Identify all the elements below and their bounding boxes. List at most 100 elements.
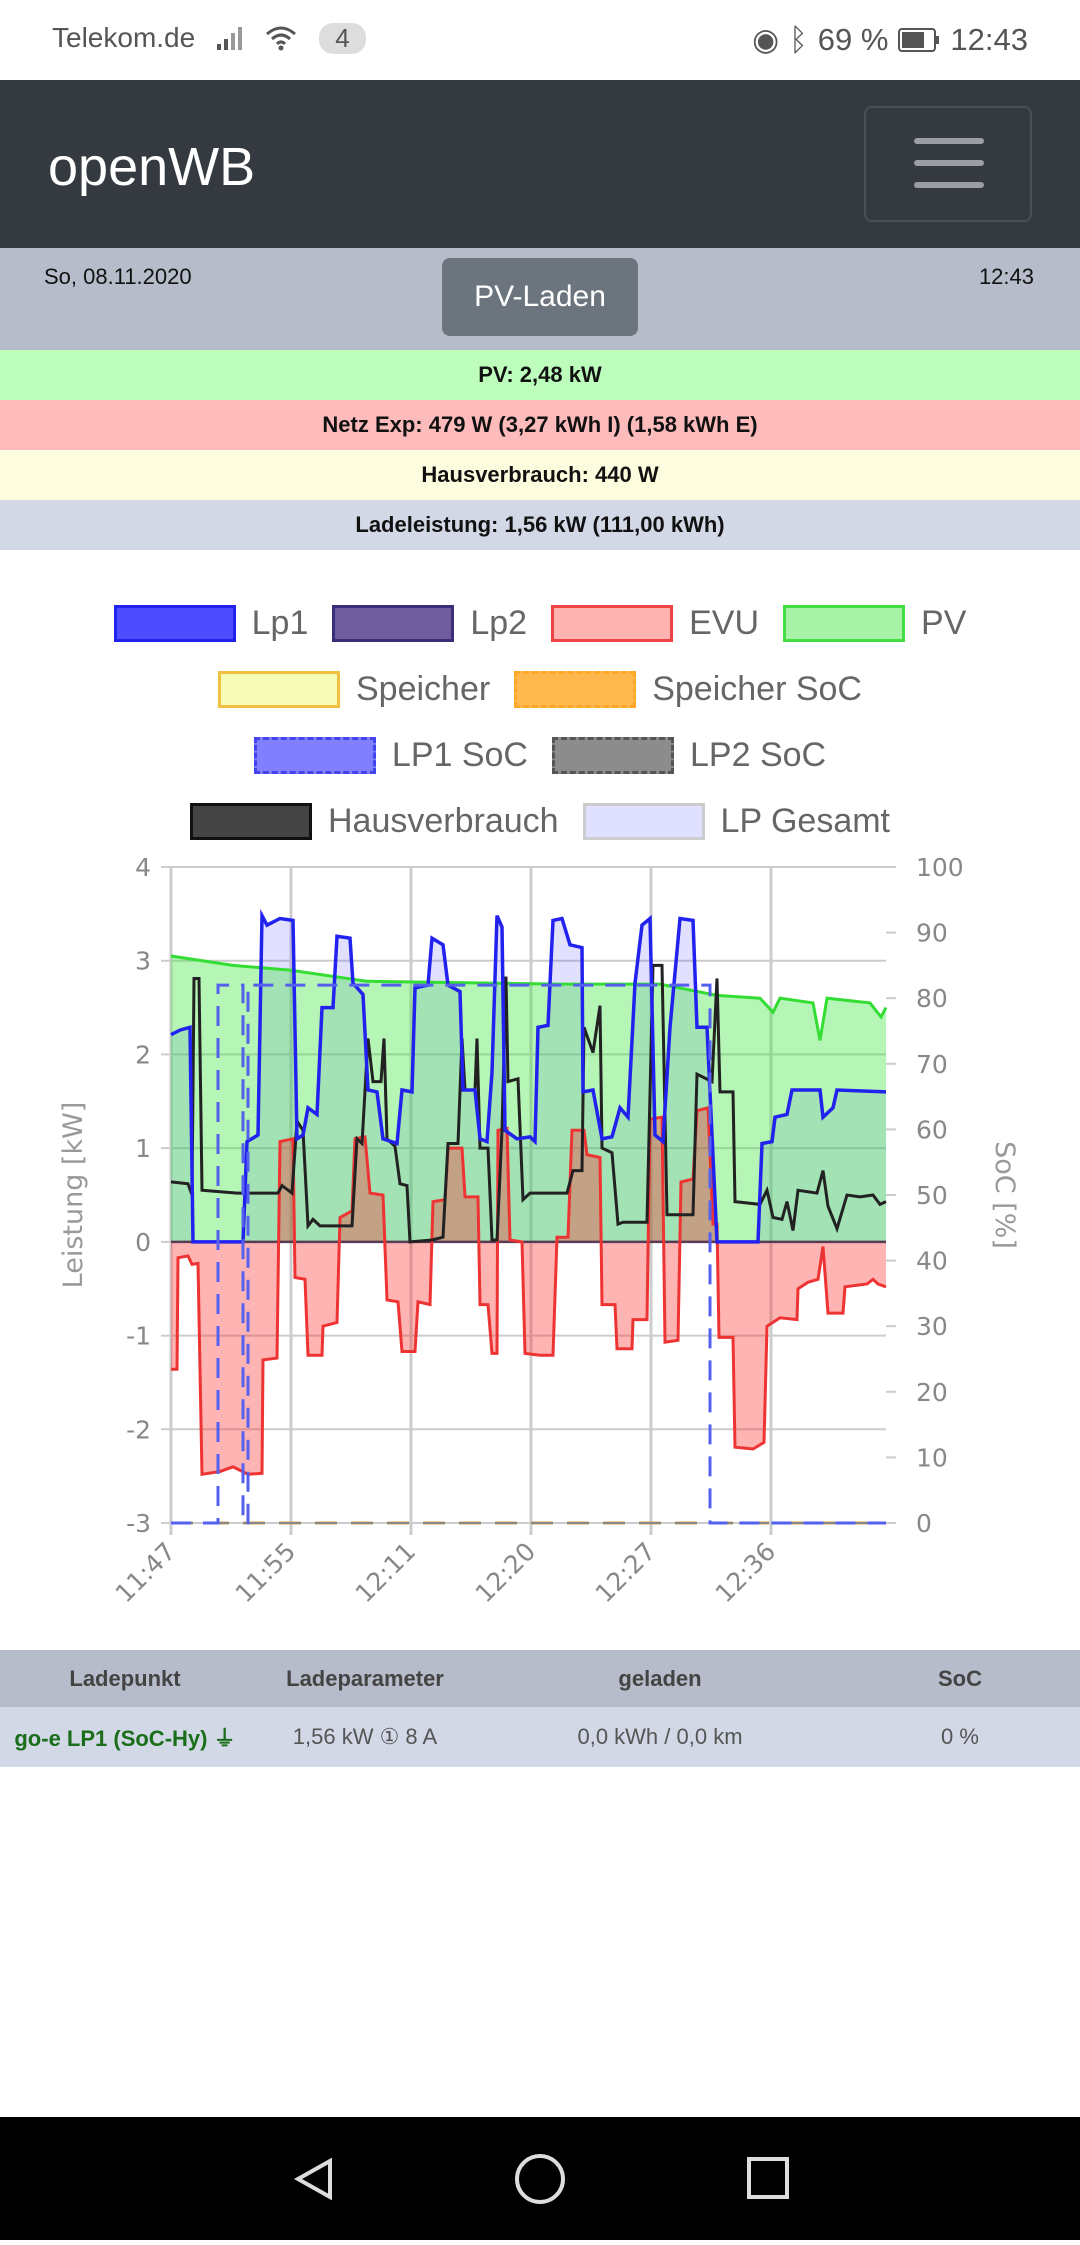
legend-item[interactable]: Speicher xyxy=(218,670,490,709)
legend-swatch xyxy=(514,670,637,708)
y2-tick-label: 60 xyxy=(916,1115,948,1144)
legend-item[interactable]: LP Gesamt xyxy=(582,801,890,841)
legend-label: LP2 SoC xyxy=(690,735,827,774)
charging-power-summary: Ladeleistung: 1,56 kW (111,00 kWh) xyxy=(0,500,1080,550)
navbar: openWB xyxy=(0,80,1080,248)
legend-swatch xyxy=(253,736,376,774)
y2-tick-label: 20 xyxy=(916,1378,948,1407)
hamburger-icon-line xyxy=(914,160,984,166)
lp1-line xyxy=(170,908,887,1244)
charge-point-table: Ladepunkt Ladeparameter geladen SoC go-e… xyxy=(0,1650,1080,1767)
y-tick-label: -3 xyxy=(126,1509,151,1538)
hausverbrauch-line xyxy=(170,963,887,1244)
legend-label: Speicher SoC xyxy=(652,669,862,708)
y-tick-label: 4 xyxy=(135,853,151,882)
table-row[interactable]: go-e LP1 (SoC-Hy) ⏚ 1,56 kW ① 8 A 0,0 kW… xyxy=(0,1707,1080,1767)
signal-icon xyxy=(217,27,243,50)
legend-swatch xyxy=(783,604,906,642)
legend-row: Speicher Speicher SoC xyxy=(0,656,1080,722)
pv-summary: PV: 2,48 kW xyxy=(0,350,1080,400)
y-tick-label: -1 xyxy=(126,1322,151,1351)
charge-point-label: go-e LP1 (SoC-Hy) xyxy=(14,1726,208,1751)
y2-tick-label: 0 xyxy=(916,1509,932,1538)
legend-item[interactable]: LP1 SoC xyxy=(253,735,528,775)
clock: 12:43 xyxy=(950,22,1028,57)
legend-label: Lp2 xyxy=(470,603,528,642)
evu-area xyxy=(171,1107,886,1475)
evu-line xyxy=(171,1105,887,1477)
legend-item[interactable]: Hausverbrauch xyxy=(189,802,559,841)
y-tick-label: 1 xyxy=(135,1134,151,1163)
status-bar: Telekom.de 4 ◉ ᛒ 69 % 12:43 xyxy=(0,0,1080,80)
charge-params: 1,56 kW ① 8 A xyxy=(292,1724,438,1749)
legend-item[interactable]: LP2 SoC xyxy=(552,736,826,775)
brand-logo[interactable]: openWB xyxy=(48,137,256,197)
pv-line xyxy=(170,954,888,1041)
legend-swatch xyxy=(332,604,455,642)
table-header: Ladepunkt Ladeparameter geladen SoC xyxy=(0,1650,1080,1707)
soc-value: 0 % xyxy=(941,1724,979,1749)
hamburger-icon xyxy=(914,138,984,144)
y-tick-label: 0 xyxy=(135,1228,151,1257)
info-bar: So, 08.11.2020 PV-Laden 12:43 xyxy=(0,248,1080,350)
header-soc: SoC xyxy=(938,1665,982,1691)
legend-item[interactable]: EVU xyxy=(551,604,759,643)
y-tick-label: -2 xyxy=(126,1415,151,1444)
legend-item[interactable]: Lp1 xyxy=(113,603,309,643)
chart-legend: Lp1 Lp2 EVU PV Speicher Speicher SoC LP1 SoC LP… xyxy=(0,590,1080,854)
y2-tick-label: 10 xyxy=(916,1443,948,1472)
y2-tick-label: 90 xyxy=(916,919,948,948)
house-consumption-summary: Hausverbrauch: 440 W xyxy=(0,450,1080,500)
legend-item[interactable]: PV xyxy=(783,604,966,643)
x-tick-label: 12:20 xyxy=(470,1537,541,1608)
legend-label: LP1 SoC xyxy=(391,735,528,774)
legend-swatch xyxy=(552,736,674,774)
charge-point-name[interactable]: go-e LP1 (SoC-Hy) ⏚ xyxy=(0,1721,250,1753)
x-tick-label: 12:11 xyxy=(350,1537,421,1608)
recents-icon[interactable] xyxy=(747,2157,789,2199)
y2-tick-label: 50 xyxy=(916,1181,948,1210)
eye-icon: ◉ xyxy=(752,22,780,57)
y-tick-label: 2 xyxy=(135,1040,151,1069)
y2-tick-label: 40 xyxy=(916,1247,948,1276)
y2-tick-label: 80 xyxy=(916,984,948,1013)
legend-row: LP1 SoC LP2 SoC xyxy=(0,722,1080,788)
header-geladen: geladen xyxy=(618,1665,702,1691)
y2-tick-label: 30 xyxy=(916,1312,948,1341)
legend-swatch xyxy=(218,670,340,708)
legend-item[interactable]: Speicher SoC xyxy=(514,670,862,709)
grid-summary: Netz Exp: 479 W (3,27 kWh I) (1,58 kWh E… xyxy=(0,400,1080,450)
charged-amount: 0,0 kWh / 0,0 km xyxy=(577,1724,743,1749)
legend-label: LP Gesamt xyxy=(720,801,890,840)
legend-row: Hausverbrauch LP Gesamt xyxy=(0,788,1080,854)
battery-percent: 69 % xyxy=(817,22,889,57)
home-icon[interactable] xyxy=(515,2154,565,2204)
legend-swatch xyxy=(113,604,236,642)
hamburger-icon-line xyxy=(914,182,984,188)
back-icon[interactable] xyxy=(293,2157,332,2201)
battery-icon xyxy=(898,28,940,52)
carrier: Telekom.de xyxy=(52,22,196,53)
android-nav-bar xyxy=(0,2117,1080,2240)
legend-item[interactable]: Lp2 xyxy=(332,604,527,643)
wifi-icon xyxy=(266,26,297,51)
header-ladepunkt: Ladepunkt xyxy=(69,1665,181,1691)
plug-icon: ⏚ xyxy=(213,1726,236,1751)
y-axis-title: Leistung [kW] xyxy=(58,1102,89,1289)
charge-mode-button[interactable]: PV-Laden xyxy=(442,258,638,336)
notification-badge: 4 xyxy=(319,22,366,54)
header-ladeparameter: Ladeparameter xyxy=(286,1665,444,1691)
y2-tick-label: 100 xyxy=(916,853,964,882)
legend-label: Lp1 xyxy=(251,603,309,642)
x-tick-label: 12:27 xyxy=(590,1537,661,1608)
y-tick-label: 3 xyxy=(135,947,151,976)
y2-axis-title: SoC [%] xyxy=(989,1141,1020,1249)
legend-label: Speicher xyxy=(356,669,491,708)
legend-swatch xyxy=(551,604,674,642)
bluetooth-icon: ᛒ xyxy=(789,22,808,57)
legend-label: EVU xyxy=(689,603,760,642)
legend-swatch xyxy=(582,802,705,840)
hamburger-menu-button[interactable] xyxy=(864,106,1032,222)
x-tick-label: 11:47 xyxy=(110,1537,181,1608)
